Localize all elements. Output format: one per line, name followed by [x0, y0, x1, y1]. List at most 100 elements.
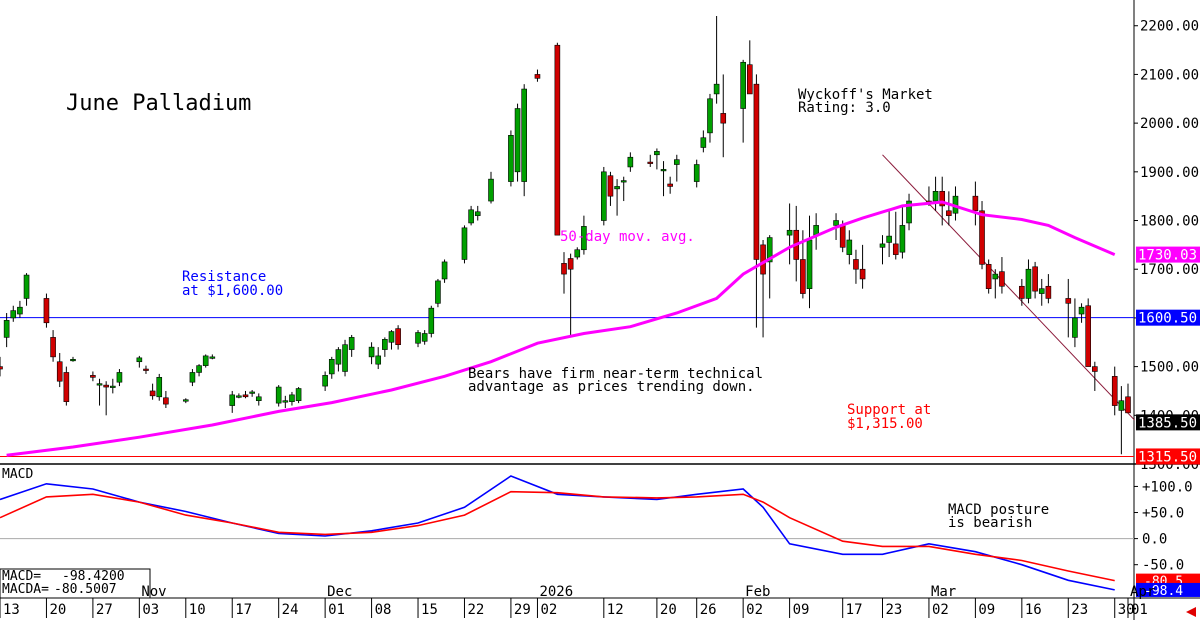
commentary-line-1: Bears have firm near-term technical: [468, 366, 763, 382]
candle-body: [0, 366, 3, 370]
x-day-label: 09: [793, 602, 810, 618]
candle-body: [972, 195, 979, 212]
candle: [786, 203, 793, 265]
candle: [289, 391, 295, 406]
candle: [189, 369, 196, 387]
candle: [282, 395, 289, 408]
scroll-left-icon: [1186, 607, 1196, 617]
candle: [342, 339, 348, 377]
candle-body: [1065, 298, 1072, 304]
macd-annotation-1: MACD posture: [948, 502, 1049, 518]
x-month-label: 2026: [539, 584, 573, 600]
candle: [906, 193, 912, 231]
candle: [567, 253, 574, 338]
candle-body: [468, 209, 474, 224]
candle-body: [196, 365, 202, 373]
macd-tick-label: +50.0: [1142, 506, 1184, 522]
candle: [1038, 278, 1045, 306]
x-day-label: 27: [96, 602, 113, 618]
candle-body: [939, 191, 946, 207]
candle: [229, 390, 236, 413]
price-tick-label: 1700.00: [1140, 262, 1199, 278]
macda-readout-label: MACDA=: [2, 582, 49, 597]
candle: [96, 378, 103, 406]
candle-body: [859, 268, 866, 280]
candle: [992, 269, 999, 299]
candle: [693, 159, 700, 188]
x-day-label: 09: [978, 602, 995, 618]
candle-body: [116, 372, 123, 383]
candle-body: [182, 399, 189, 402]
candle: [932, 176, 939, 211]
candle-body: [70, 359, 76, 362]
x-day-label: 17: [846, 602, 863, 618]
candle: [1032, 261, 1038, 299]
macd-annotation-2: is bearish: [948, 515, 1032, 531]
candle: [275, 385, 282, 407]
candle-body: [720, 113, 727, 124]
candle: [421, 330, 428, 345]
candle: [43, 293, 50, 328]
candle-body: [620, 180, 627, 183]
x-month-label: Apr: [1130, 584, 1155, 600]
candle: [63, 366, 70, 406]
candle: [335, 347, 342, 372]
candle-body: [753, 83, 760, 260]
macd-readout-label: MACD=: [2, 569, 41, 584]
candle-body: [202, 355, 209, 366]
x-day-label: 03: [142, 602, 159, 618]
candle-body: [879, 243, 886, 248]
candle-body: [514, 108, 521, 173]
candle-body: [1078, 306, 1085, 315]
candle-body: [282, 400, 289, 403]
price-tag-label: 1600.50: [1138, 311, 1197, 327]
resistance-label-2: at $1,600.00: [182, 283, 283, 299]
downtrend-line: [882, 154, 1135, 421]
candle: [23, 273, 30, 306]
candle-body: [435, 280, 441, 304]
candle: [521, 84, 527, 197]
price-tag-box: [1136, 309, 1200, 326]
candle: [428, 305, 435, 338]
candle: [209, 354, 216, 360]
candle-body: [328, 359, 335, 375]
candle: [56, 352, 63, 388]
candle: [534, 69, 541, 82]
candle: [149, 383, 156, 400]
candle-body: [853, 259, 859, 270]
candle-body: [614, 186, 620, 190]
candle-body: [985, 264, 992, 289]
candle-body: [156, 377, 163, 398]
candle: [1072, 298, 1078, 348]
candle: [461, 225, 468, 264]
candle-body: [521, 88, 527, 182]
candle: [163, 390, 169, 408]
candle-body: [136, 357, 143, 363]
candle-body: [289, 394, 295, 402]
candle: [561, 252, 567, 294]
candle-body: [800, 259, 806, 294]
candle: [255, 393, 262, 406]
candle-body: [1019, 285, 1025, 299]
candle-body: [574, 249, 581, 258]
candle: [468, 205, 474, 226]
candle-body: [839, 225, 846, 248]
candle-body: [660, 169, 667, 172]
candle: [753, 74, 760, 328]
candle: [103, 381, 109, 416]
candle: [441, 259, 448, 283]
candle-body: [700, 137, 707, 148]
candle: [10, 305, 17, 322]
candle-body: [474, 211, 481, 216]
candle: [601, 166, 607, 226]
candle-body: [90, 375, 96, 378]
candle-body: [189, 372, 196, 383]
candle: [620, 176, 627, 202]
candle-body: [488, 178, 494, 202]
price-tag-label: 1385.50: [1138, 415, 1197, 431]
x-month-label: Mar: [931, 584, 956, 600]
x-month-label: Feb: [745, 584, 770, 600]
candle: [1118, 386, 1125, 455]
candle-body: [96, 383, 103, 386]
